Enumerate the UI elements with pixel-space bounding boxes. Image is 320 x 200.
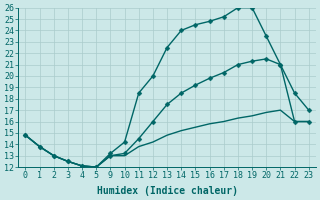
X-axis label: Humidex (Indice chaleur): Humidex (Indice chaleur) (97, 186, 237, 196)
